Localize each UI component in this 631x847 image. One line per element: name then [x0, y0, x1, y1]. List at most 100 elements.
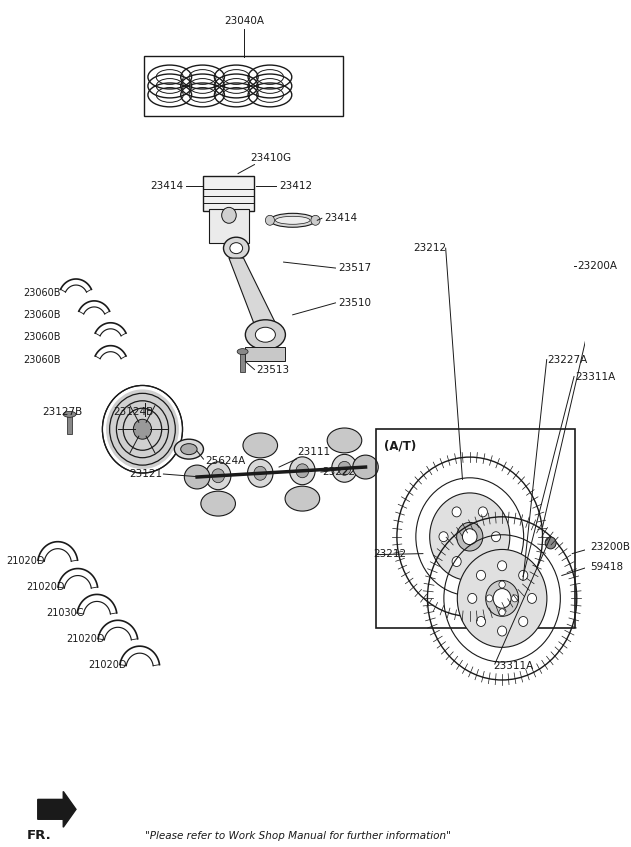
Bar: [377, 429, 575, 628]
Ellipse shape: [243, 433, 278, 458]
Text: 23212: 23212: [413, 243, 446, 253]
Ellipse shape: [517, 584, 522, 601]
Circle shape: [499, 581, 505, 588]
Circle shape: [290, 457, 315, 484]
Ellipse shape: [353, 455, 378, 479]
Circle shape: [486, 580, 519, 617]
Circle shape: [113, 397, 172, 462]
Ellipse shape: [63, 412, 76, 418]
Ellipse shape: [230, 243, 242, 253]
Circle shape: [332, 454, 357, 482]
Text: (A/T): (A/T): [384, 440, 416, 452]
Text: FR.: FR.: [27, 829, 52, 842]
Circle shape: [493, 589, 511, 608]
Circle shape: [463, 529, 477, 545]
Circle shape: [478, 507, 487, 517]
Circle shape: [499, 609, 505, 616]
Circle shape: [478, 556, 487, 567]
Circle shape: [498, 626, 507, 636]
Polygon shape: [229, 258, 276, 324]
Circle shape: [338, 462, 351, 475]
Ellipse shape: [327, 428, 362, 453]
Circle shape: [468, 594, 477, 603]
Ellipse shape: [237, 349, 248, 355]
Text: 23040A: 23040A: [225, 16, 264, 26]
Circle shape: [452, 507, 461, 517]
Circle shape: [133, 419, 151, 440]
Text: "Please refer to Work Shop Manual for further information": "Please refer to Work Shop Manual for fu…: [144, 831, 451, 841]
Bar: [203, 175, 254, 212]
Ellipse shape: [256, 327, 275, 342]
Circle shape: [457, 550, 547, 647]
Text: 23127B: 23127B: [42, 407, 83, 418]
Circle shape: [452, 556, 461, 567]
Text: 23412: 23412: [279, 181, 312, 191]
Text: 21020D: 21020D: [6, 556, 45, 566]
Circle shape: [545, 537, 556, 549]
Text: 21020D: 21020D: [88, 660, 127, 670]
Text: 23517: 23517: [338, 263, 371, 273]
Text: 25624A: 25624A: [205, 456, 245, 466]
Text: 23510: 23510: [338, 298, 371, 307]
Circle shape: [528, 594, 536, 603]
Circle shape: [106, 390, 179, 469]
Text: 23121: 23121: [129, 469, 163, 479]
Bar: [245, 346, 285, 361]
Text: 23060B: 23060B: [23, 310, 61, 320]
Text: 23227A: 23227A: [548, 355, 588, 364]
Bar: [209, 209, 249, 243]
Text: 23212: 23212: [373, 549, 406, 559]
Text: 23513: 23513: [256, 364, 290, 374]
Circle shape: [457, 523, 483, 551]
Text: 23414: 23414: [324, 213, 358, 224]
Text: 23060B: 23060B: [23, 355, 61, 364]
Ellipse shape: [184, 465, 210, 489]
Circle shape: [296, 464, 309, 478]
Text: 59418: 59418: [591, 562, 623, 572]
Polygon shape: [38, 791, 76, 828]
Ellipse shape: [270, 213, 316, 227]
Circle shape: [519, 617, 528, 627]
Text: 23414: 23414: [150, 181, 184, 191]
Text: 23111: 23111: [297, 447, 331, 457]
Circle shape: [519, 570, 528, 580]
Circle shape: [221, 208, 236, 224]
Circle shape: [498, 561, 507, 571]
Bar: [240, 352, 245, 372]
Ellipse shape: [275, 216, 310, 224]
Bar: [144, 56, 343, 116]
Text: 21030C: 21030C: [47, 608, 84, 618]
Circle shape: [487, 595, 493, 602]
Circle shape: [254, 467, 267, 480]
Text: 23222: 23222: [322, 467, 355, 477]
Text: 23311A: 23311A: [493, 661, 533, 671]
Circle shape: [247, 459, 273, 487]
Circle shape: [133, 419, 151, 440]
Text: 23124B: 23124B: [114, 407, 153, 418]
Text: 21020D: 21020D: [67, 634, 105, 645]
Text: 23200B: 23200B: [591, 541, 630, 551]
Text: 23060B: 23060B: [23, 288, 61, 298]
Circle shape: [492, 532, 500, 542]
Circle shape: [476, 617, 485, 627]
Text: 21020D: 21020D: [27, 583, 65, 592]
Text: 23311A: 23311A: [575, 372, 615, 381]
Circle shape: [439, 532, 448, 542]
Circle shape: [514, 574, 525, 586]
Circle shape: [512, 595, 518, 602]
Ellipse shape: [223, 237, 249, 259]
Ellipse shape: [174, 440, 203, 459]
Ellipse shape: [285, 486, 320, 511]
Ellipse shape: [245, 320, 285, 350]
Circle shape: [266, 215, 274, 225]
Text: 23060B: 23060B: [23, 332, 61, 341]
Text: 23200A: 23200A: [577, 261, 616, 271]
Circle shape: [476, 570, 485, 580]
Circle shape: [206, 462, 231, 490]
Bar: [67, 414, 73, 435]
Ellipse shape: [201, 491, 235, 516]
Circle shape: [311, 215, 320, 225]
Circle shape: [212, 468, 225, 483]
Circle shape: [430, 493, 510, 580]
Ellipse shape: [180, 444, 197, 455]
